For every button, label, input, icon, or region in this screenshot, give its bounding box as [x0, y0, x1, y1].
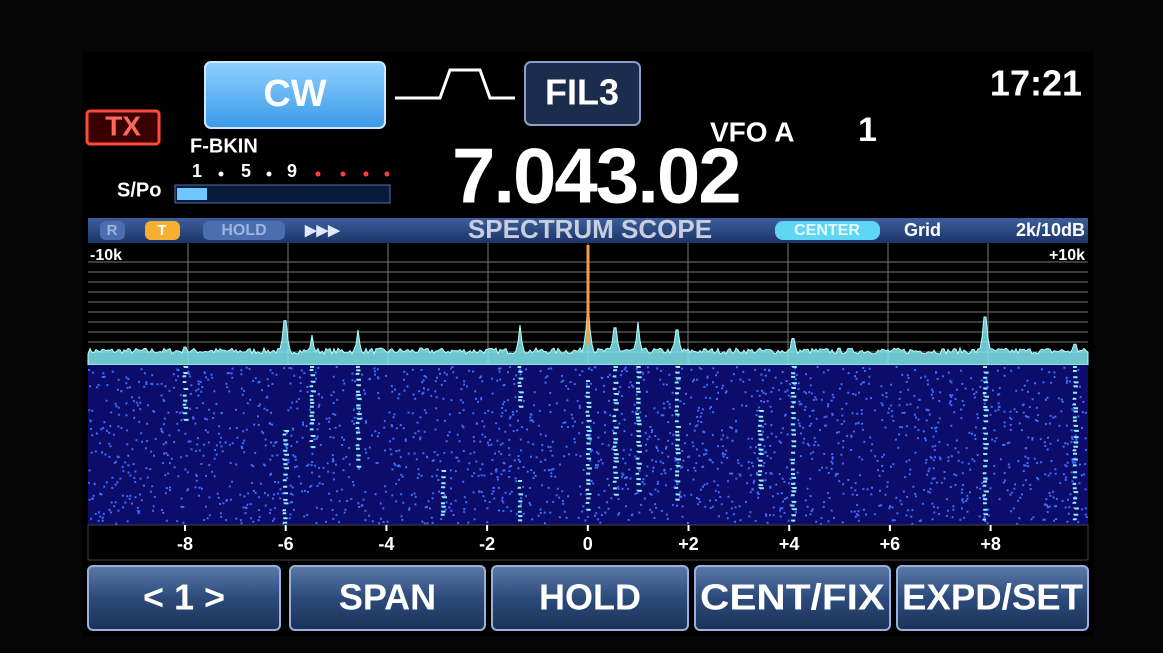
badge-label: ▶▶▶: [304, 222, 341, 239]
scale: -8 -6 -4 -2 0 +2 +4 +6 +8: [177, 525, 1001, 554]
filter-button[interactable]: [524, 61, 641, 126]
soft-key[interactable]: [87, 565, 281, 631]
center-badge[interactable]: [775, 221, 880, 240]
meter-dot: [315, 171, 321, 177]
waterfall: [88, 365, 1088, 525]
tx-label: TX: [105, 110, 141, 141]
grid-label: Grid: [904, 220, 941, 240]
soft-key[interactable]: [289, 565, 486, 631]
right-edge: +10k: [1049, 247, 1085, 264]
meter-dot: [218, 171, 224, 177]
soft-keys: < 1 > SPAN HOLD CENT/FIX EXPD/SET: [87, 565, 1089, 631]
meter-dot: [266, 171, 272, 177]
soft-key-label: CENT/FIX: [700, 577, 885, 618]
soft-key[interactable]: [491, 565, 689, 631]
left-edge: -10k: [90, 247, 122, 264]
mode-label: CW: [263, 73, 326, 115]
soft-key[interactable]: [694, 565, 891, 631]
vfo: VFO A: [710, 116, 795, 147]
soft-key-label: SPAN: [339, 577, 436, 618]
meter-scale: 1: [192, 161, 202, 181]
scale-label: +6: [880, 534, 901, 554]
mode-button[interactable]: [204, 61, 386, 129]
badge: [203, 221, 285, 240]
meter-dot: [384, 171, 390, 177]
scale-label: -4: [378, 534, 394, 554]
scale-label: -2: [479, 534, 495, 554]
scale-label: +4: [779, 534, 800, 554]
meter-label: S/Po: [117, 179, 161, 201]
badge: [100, 221, 125, 240]
badge: [145, 221, 180, 240]
scale-label: -8: [177, 534, 193, 554]
scale-label: -6: [278, 534, 294, 554]
tx-indicator: [85, 109, 161, 146]
center-label: CENTER: [794, 222, 860, 239]
filter-shape: [395, 68, 515, 100]
memory: 1: [858, 111, 877, 149]
clock: 17:21: [990, 63, 1082, 104]
soft-key[interactable]: [896, 565, 1089, 631]
scale-label: +8: [980, 534, 1001, 554]
meter-scale: 9: [287, 161, 297, 181]
scope-title: SPECTRUM SCOPE: [468, 214, 712, 244]
badge-label: HOLD: [221, 222, 266, 239]
meter-dots: [218, 171, 390, 177]
soft-key-label: HOLD: [539, 577, 641, 618]
meter-level: [177, 188, 207, 200]
frequency: 7.043.02: [452, 132, 740, 220]
waterfall-noise: [88, 366, 1088, 525]
badge-label: T: [157, 222, 166, 239]
meter-bar: [174, 184, 391, 204]
soft-key-label: < 1 >: [143, 577, 225, 618]
scale-label: +2: [678, 534, 699, 554]
scale-label: 0: [583, 534, 593, 554]
filter-label: FIL3: [545, 72, 619, 113]
break-in: F-BKIN: [190, 135, 258, 157]
meter-scale: 5: [241, 161, 251, 181]
span-label: 2k/10dB: [1016, 220, 1085, 240]
meter-dot: [363, 171, 369, 177]
badge-label: R: [107, 222, 118, 239]
meter-dot: [340, 171, 346, 177]
soft-key-label: EXPD/SET: [902, 577, 1083, 618]
